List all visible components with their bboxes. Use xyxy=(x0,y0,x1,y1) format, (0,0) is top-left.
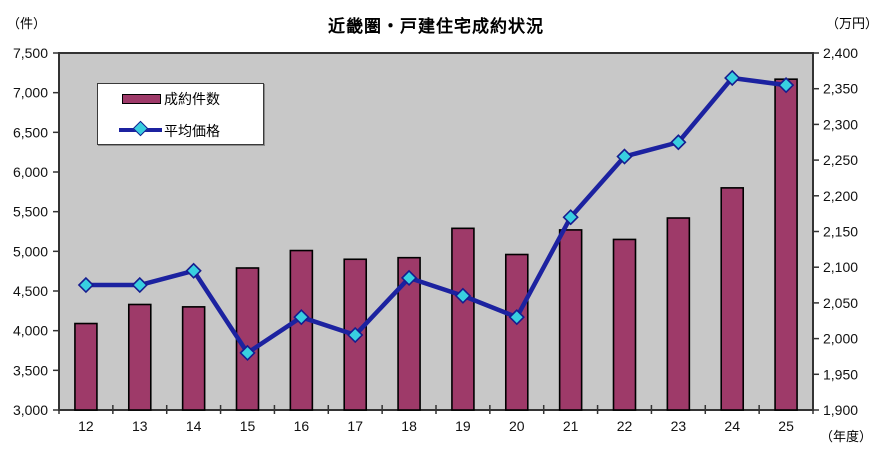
bar xyxy=(666,217,691,411)
bar xyxy=(74,322,98,411)
x-axis-category-label: 17 xyxy=(347,418,363,434)
legend-diamond-marker-icon xyxy=(132,120,149,137)
price-marker xyxy=(616,148,633,165)
bar xyxy=(451,227,475,411)
price-marker xyxy=(293,309,310,326)
price-marker xyxy=(131,276,148,294)
legend-label-avg-price: 平均価格 xyxy=(164,123,220,139)
right-axis-tick-label: 1,900 xyxy=(823,402,858,418)
right-axis-tick-label: 2,000 xyxy=(823,331,858,347)
left-axis-tick-label: 3,000 xyxy=(13,402,48,418)
x-axis-category-label: 16 xyxy=(294,418,310,434)
left-axis-tick-label: 3,500 xyxy=(13,362,48,378)
price-marker xyxy=(454,287,472,304)
right-axis-tick-label: 2,300 xyxy=(823,116,858,132)
bar xyxy=(397,256,421,411)
price-marker xyxy=(77,276,95,294)
price-marker xyxy=(562,209,579,226)
legend: 成約件数 平均価格 xyxy=(97,83,264,145)
right-axis-tick-label: 2,400 xyxy=(823,45,858,61)
x-axis-category-label: 18 xyxy=(401,418,417,434)
left-axis-tick-label: 5,500 xyxy=(13,204,48,220)
left-axis-tick-label: 6,000 xyxy=(13,164,48,180)
price-marker xyxy=(347,326,364,344)
price-line xyxy=(83,75,789,356)
left-axis-tick-label: 4,500 xyxy=(13,283,48,299)
price-marker xyxy=(185,262,202,279)
right-axis-tick-label: 2,100 xyxy=(823,259,858,275)
left-axis-tick-label: 5,000 xyxy=(13,243,48,259)
right-axis-tick-label: 1,950 xyxy=(823,366,858,382)
bar xyxy=(720,187,745,411)
bar xyxy=(612,238,637,411)
right-axis-unit-label: （万円） xyxy=(826,16,879,31)
right-axis-tick-label: 2,050 xyxy=(823,295,858,311)
x-axis-category-label: 22 xyxy=(617,418,633,434)
price-marker xyxy=(239,344,256,362)
x-axis-unit-label: （年度） xyxy=(820,429,873,444)
right-axis-tick-label: 2,150 xyxy=(823,224,858,240)
x-axis-category-label: 12 xyxy=(78,418,94,434)
bar xyxy=(504,253,529,411)
left-axis-tick-label: 4,000 xyxy=(13,323,48,339)
price-marker xyxy=(400,269,418,287)
left-axis-tick-label: 7,500 xyxy=(13,45,48,61)
x-axis-category-label: 20 xyxy=(509,418,525,434)
legend-bar-swatch-icon xyxy=(122,94,161,104)
left-axis-tick-label: 7,000 xyxy=(13,85,48,101)
right-axis-tick-label: 2,350 xyxy=(823,81,858,97)
legend-label-contracts: 成約件数 xyxy=(164,91,220,107)
left-axis-tick-label: 6,500 xyxy=(13,124,48,140)
left-axis-unit-label: （件） xyxy=(7,16,47,31)
x-axis-category-label: 19 xyxy=(455,418,471,434)
x-axis-category-label: 24 xyxy=(724,418,740,434)
right-axis-tick-label: 2,250 xyxy=(823,152,858,168)
x-axis-category-label: 23 xyxy=(671,418,687,434)
x-axis-category-label: 15 xyxy=(240,418,256,434)
x-axis-category-label: 21 xyxy=(563,418,579,434)
x-axis-category-label: 13 xyxy=(132,418,148,434)
x-axis-category-label: 14 xyxy=(186,418,202,434)
bar xyxy=(181,306,206,411)
price-marker xyxy=(777,76,795,94)
price-marker xyxy=(724,69,741,87)
bar xyxy=(774,78,798,411)
price-marker xyxy=(508,309,525,326)
chart-title: 近畿圏・戸建住宅成約状況 xyxy=(328,17,544,36)
x-axis-category-label: 25 xyxy=(778,418,794,434)
bar xyxy=(558,229,583,411)
price-marker xyxy=(670,134,687,151)
bar xyxy=(289,249,314,411)
bar xyxy=(127,303,152,411)
right-axis-tick-label: 2,200 xyxy=(823,188,858,204)
